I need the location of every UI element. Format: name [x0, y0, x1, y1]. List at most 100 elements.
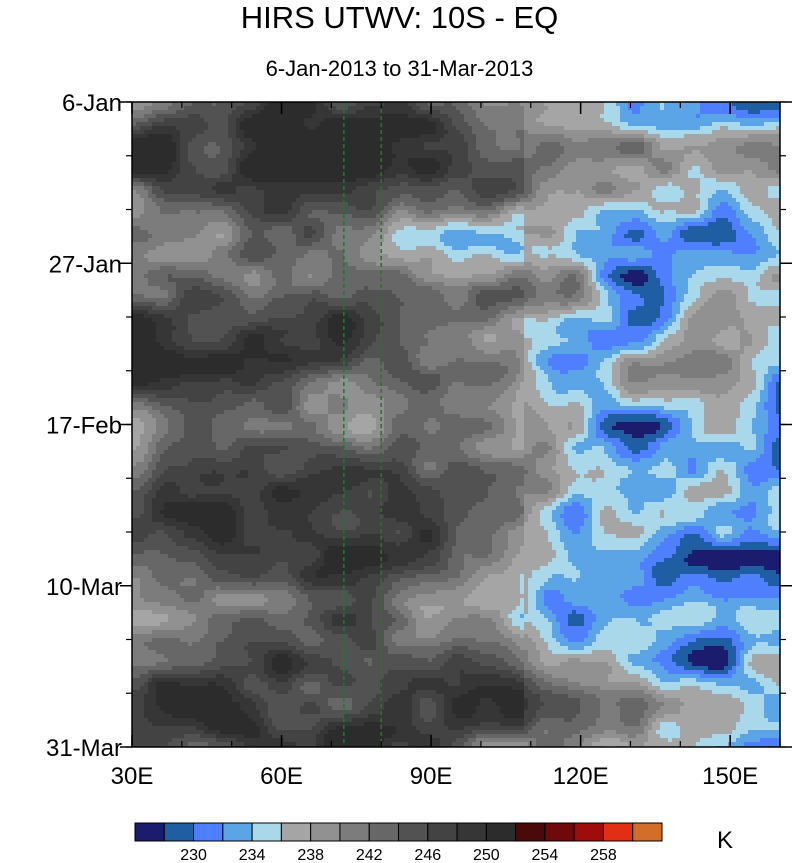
field-cell — [136, 158, 140, 162]
field-cell — [208, 110, 212, 114]
field-cell — [760, 122, 764, 126]
field-cell — [260, 158, 264, 162]
field-cell — [468, 214, 472, 218]
field-cell — [428, 190, 432, 194]
field-cell — [668, 158, 672, 162]
field-cell — [428, 162, 432, 166]
field-cell — [388, 102, 392, 106]
field-cell — [724, 134, 728, 138]
field-cell — [216, 222, 220, 226]
field-cell — [320, 158, 324, 162]
field-cell — [772, 162, 776, 166]
field-cell — [744, 214, 748, 218]
field-cell — [584, 166, 588, 170]
field-cell — [656, 218, 660, 222]
field-cell — [308, 162, 312, 166]
field-cell — [248, 142, 252, 146]
field-cell — [444, 126, 448, 130]
field-cell — [332, 170, 336, 174]
field-cell — [352, 138, 356, 142]
field-cell — [176, 198, 180, 202]
field-cell — [564, 186, 568, 190]
field-cell — [236, 182, 240, 186]
field-cell — [528, 134, 532, 138]
field-cell — [224, 150, 228, 154]
field-cell — [168, 122, 172, 126]
field-cell — [752, 206, 756, 210]
field-cell — [752, 106, 756, 110]
field-cell — [432, 214, 436, 218]
field-cell — [644, 170, 648, 174]
field-cell — [464, 142, 468, 146]
field-cell — [252, 142, 256, 146]
field-cell — [684, 154, 688, 158]
field-cell — [192, 166, 196, 170]
field-cell — [548, 106, 552, 110]
field-cell — [240, 174, 244, 178]
field-cell — [240, 186, 244, 190]
field-cell — [700, 118, 704, 122]
field-cell — [624, 178, 628, 182]
field-cell — [304, 134, 308, 138]
field-cell — [508, 222, 512, 226]
field-cell — [576, 174, 580, 178]
field-cell — [596, 118, 600, 122]
field-cell — [540, 182, 544, 186]
field-cell — [372, 110, 376, 114]
field-cell — [232, 110, 236, 114]
field-cell — [436, 142, 440, 146]
field-cell — [412, 158, 416, 162]
field-cell — [284, 162, 288, 166]
field-cell — [744, 194, 748, 198]
field-cell — [452, 214, 456, 218]
field-cell — [436, 210, 440, 214]
field-cell — [632, 174, 636, 178]
field-cell — [200, 166, 204, 170]
field-cell — [420, 166, 424, 170]
field-cell — [496, 114, 500, 118]
field-cell — [572, 138, 576, 142]
field-cell — [336, 222, 340, 226]
field-cell — [276, 142, 280, 146]
field-cell — [540, 178, 544, 182]
field-cell — [308, 222, 312, 226]
field-cell — [520, 126, 524, 130]
field-cell — [696, 150, 700, 154]
field-cell — [668, 178, 672, 182]
field-cell — [548, 154, 552, 158]
field-cell — [384, 178, 388, 182]
field-cell — [364, 102, 368, 106]
field-cell — [484, 222, 488, 226]
field-cell — [672, 138, 676, 142]
field-cell — [632, 150, 636, 154]
field-cell — [416, 190, 420, 194]
field-cell — [472, 194, 476, 198]
field-cell — [772, 146, 776, 150]
field-cell — [296, 202, 300, 206]
field-cell — [436, 218, 440, 222]
field-cell — [480, 106, 484, 110]
field-cell — [416, 206, 420, 210]
field-cell — [500, 190, 504, 194]
field-cell — [312, 198, 316, 202]
field-cell — [296, 122, 300, 126]
field-cell — [280, 206, 284, 210]
field-cell — [196, 142, 200, 146]
field-cell — [268, 166, 272, 170]
field-cell — [396, 206, 400, 210]
field-cell — [368, 158, 372, 162]
field-cell — [620, 214, 624, 218]
field-cell — [164, 158, 168, 162]
field-cell — [708, 166, 712, 170]
field-cell — [648, 190, 652, 194]
field-cell — [348, 222, 352, 226]
field-cell — [432, 118, 436, 122]
field-cell — [336, 118, 340, 122]
field-cell — [576, 182, 580, 186]
field-cell — [180, 134, 184, 138]
field-cell — [428, 206, 432, 210]
field-cell — [408, 142, 412, 146]
field-cell — [612, 186, 616, 190]
field-cell — [600, 194, 604, 198]
field-cell — [392, 110, 396, 114]
